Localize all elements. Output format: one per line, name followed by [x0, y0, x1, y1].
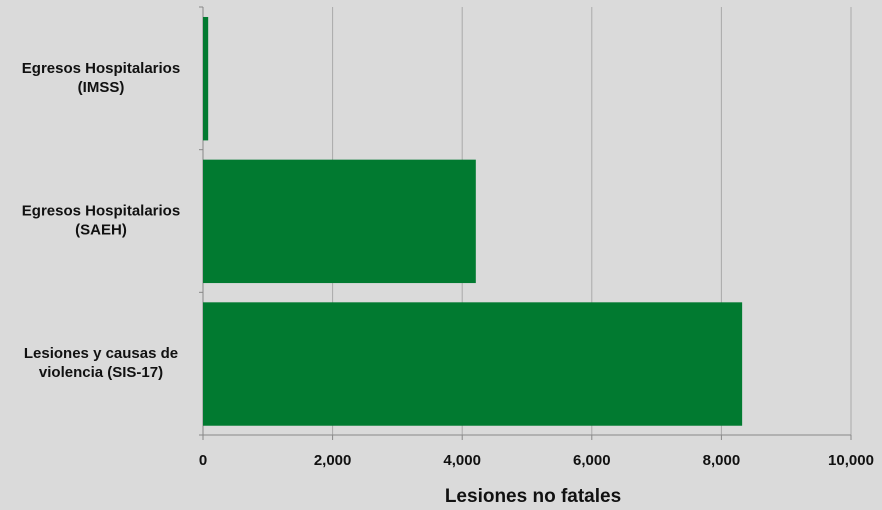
y-tick-label: (IMSS): [78, 79, 125, 96]
bar: [203, 16, 209, 141]
x-tick-label: 0: [199, 452, 207, 469]
x-tick-label: 6,000: [573, 452, 611, 469]
x-tick-label: 4,000: [443, 452, 481, 469]
y-tick-label: Egresos Hospitalarios: [22, 202, 180, 219]
bar: [203, 302, 743, 426]
x-tick-label: 2,000: [314, 452, 352, 469]
x-tick-label: 10,000: [828, 452, 874, 469]
x-axis-title: Lesiones no fatales: [445, 486, 621, 507]
bar: [203, 159, 476, 284]
y-tick-label: violencia (SIS-17): [39, 364, 163, 381]
y-tick-label: Egresos Hospitalarios: [22, 60, 180, 77]
y-tick-label: (SAEH): [75, 221, 127, 238]
x-tick-label: 8,000: [703, 452, 741, 469]
y-tick-label: Lesiones y causas de: [24, 345, 178, 362]
